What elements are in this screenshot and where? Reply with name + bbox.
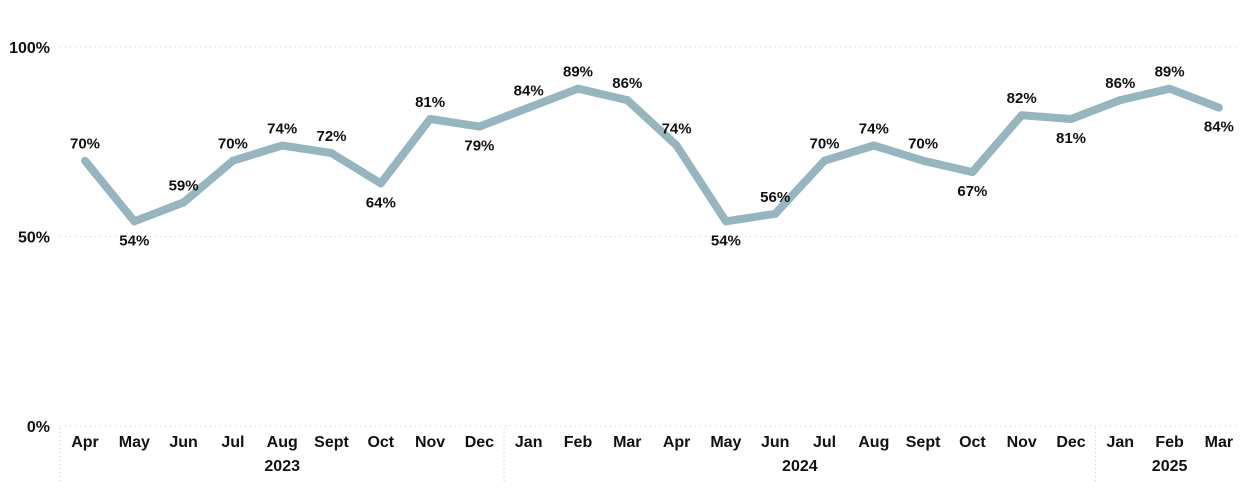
data-label-21: 86% bbox=[1105, 75, 1135, 92]
data-label-8: 79% bbox=[464, 138, 494, 155]
data-point-6 bbox=[376, 179, 385, 188]
x-tick-label-2: Jun bbox=[169, 434, 197, 451]
series-line bbox=[81, 84, 1221, 226]
x-tick-label-13: May bbox=[710, 434, 741, 451]
data-point-0 bbox=[81, 156, 89, 165]
data-label-19: 82% bbox=[1007, 90, 1037, 107]
x-tick-label-3: Jul bbox=[221, 434, 244, 451]
x-tick-label-8: Dec bbox=[465, 434, 494, 451]
year-label-2024: 2024 bbox=[782, 458, 818, 475]
year-label-2025: 2025 bbox=[1152, 458, 1188, 475]
x-tick-label-0: Apr bbox=[71, 434, 99, 451]
data-label-6: 64% bbox=[366, 194, 396, 211]
data-label-18: 67% bbox=[957, 183, 987, 200]
year-label-2023: 2023 bbox=[264, 458, 300, 475]
data-point-20 bbox=[1067, 115, 1075, 124]
x-tick-label-14: Jun bbox=[761, 434, 789, 451]
y-tick-label-50: 50% bbox=[18, 230, 50, 247]
data-point-10 bbox=[574, 84, 582, 93]
x-tick-label-23: Mar bbox=[1205, 434, 1233, 451]
data-label-16: 74% bbox=[859, 121, 889, 138]
y-tick-label-0: 0% bbox=[27, 419, 50, 436]
data-label-4: 74% bbox=[267, 121, 297, 138]
data-label-12: 74% bbox=[662, 121, 692, 138]
data-point-12 bbox=[672, 141, 681, 150]
data-label-13: 54% bbox=[711, 232, 741, 249]
data-point-5 bbox=[327, 149, 336, 158]
data-point-16 bbox=[869, 141, 878, 150]
x-tick-label-16: Aug bbox=[858, 434, 889, 451]
data-label-23: 84% bbox=[1204, 119, 1234, 136]
data-label-15: 70% bbox=[809, 136, 839, 153]
data-label-10: 89% bbox=[563, 64, 593, 81]
data-point-3 bbox=[228, 156, 237, 165]
data-label-22: 89% bbox=[1155, 64, 1185, 81]
data-label-20: 81% bbox=[1056, 130, 1086, 147]
x-tick-label-17: Sept bbox=[906, 434, 941, 451]
data-label-11: 86% bbox=[612, 75, 642, 92]
x-tick-label-22: Feb bbox=[1155, 434, 1184, 451]
data-label-5: 72% bbox=[316, 128, 346, 145]
x-tick-label-12: Apr bbox=[663, 434, 691, 451]
data-label-0: 70% bbox=[70, 136, 100, 153]
x-tick-label-11: Mar bbox=[613, 434, 641, 451]
x-tick-label-19: Nov bbox=[1007, 434, 1037, 451]
data-label-3: 70% bbox=[218, 136, 248, 153]
data-point-2 bbox=[179, 198, 188, 207]
x-tick-label-21: Jan bbox=[1107, 434, 1135, 451]
data-label-9: 84% bbox=[514, 83, 544, 100]
data-point-11 bbox=[623, 96, 632, 105]
data-point-1 bbox=[130, 217, 139, 226]
x-tick-label-10: Feb bbox=[564, 434, 593, 451]
x-tick-label-20: Dec bbox=[1056, 434, 1085, 451]
data-point-13 bbox=[721, 217, 730, 226]
x-tick-label-5: Sept bbox=[314, 434, 349, 451]
data-label-1: 54% bbox=[119, 232, 149, 249]
x-tick-label-15: Jul bbox=[813, 434, 836, 451]
data-point-17 bbox=[919, 156, 928, 165]
data-point-4 bbox=[278, 141, 287, 150]
y-tick-label-100: 100% bbox=[9, 40, 50, 57]
data-point-22 bbox=[1165, 84, 1174, 93]
data-label-7: 81% bbox=[415, 94, 445, 111]
data-label-14: 56% bbox=[760, 189, 790, 206]
x-tick-label-9: Jan bbox=[515, 434, 543, 451]
data-point-21 bbox=[1116, 96, 1125, 105]
x-tick-label-7: Nov bbox=[415, 434, 445, 451]
x-tick-label-1: May bbox=[119, 434, 150, 451]
data-point-15 bbox=[820, 156, 829, 165]
data-point-9 bbox=[524, 103, 533, 112]
data-label-17: 70% bbox=[908, 136, 938, 153]
data-point-14 bbox=[771, 209, 780, 218]
x-tick-label-6: Oct bbox=[367, 434, 394, 451]
data-label-2: 59% bbox=[169, 177, 199, 194]
x-tick-label-4: Aug bbox=[267, 434, 298, 451]
data-point-8 bbox=[475, 122, 484, 131]
data-point-18 bbox=[968, 168, 977, 177]
data-point-19 bbox=[1017, 111, 1026, 120]
data-point-7 bbox=[426, 115, 435, 124]
x-tick-label-18: Oct bbox=[959, 434, 986, 451]
data-point-23 bbox=[1214, 103, 1223, 112]
